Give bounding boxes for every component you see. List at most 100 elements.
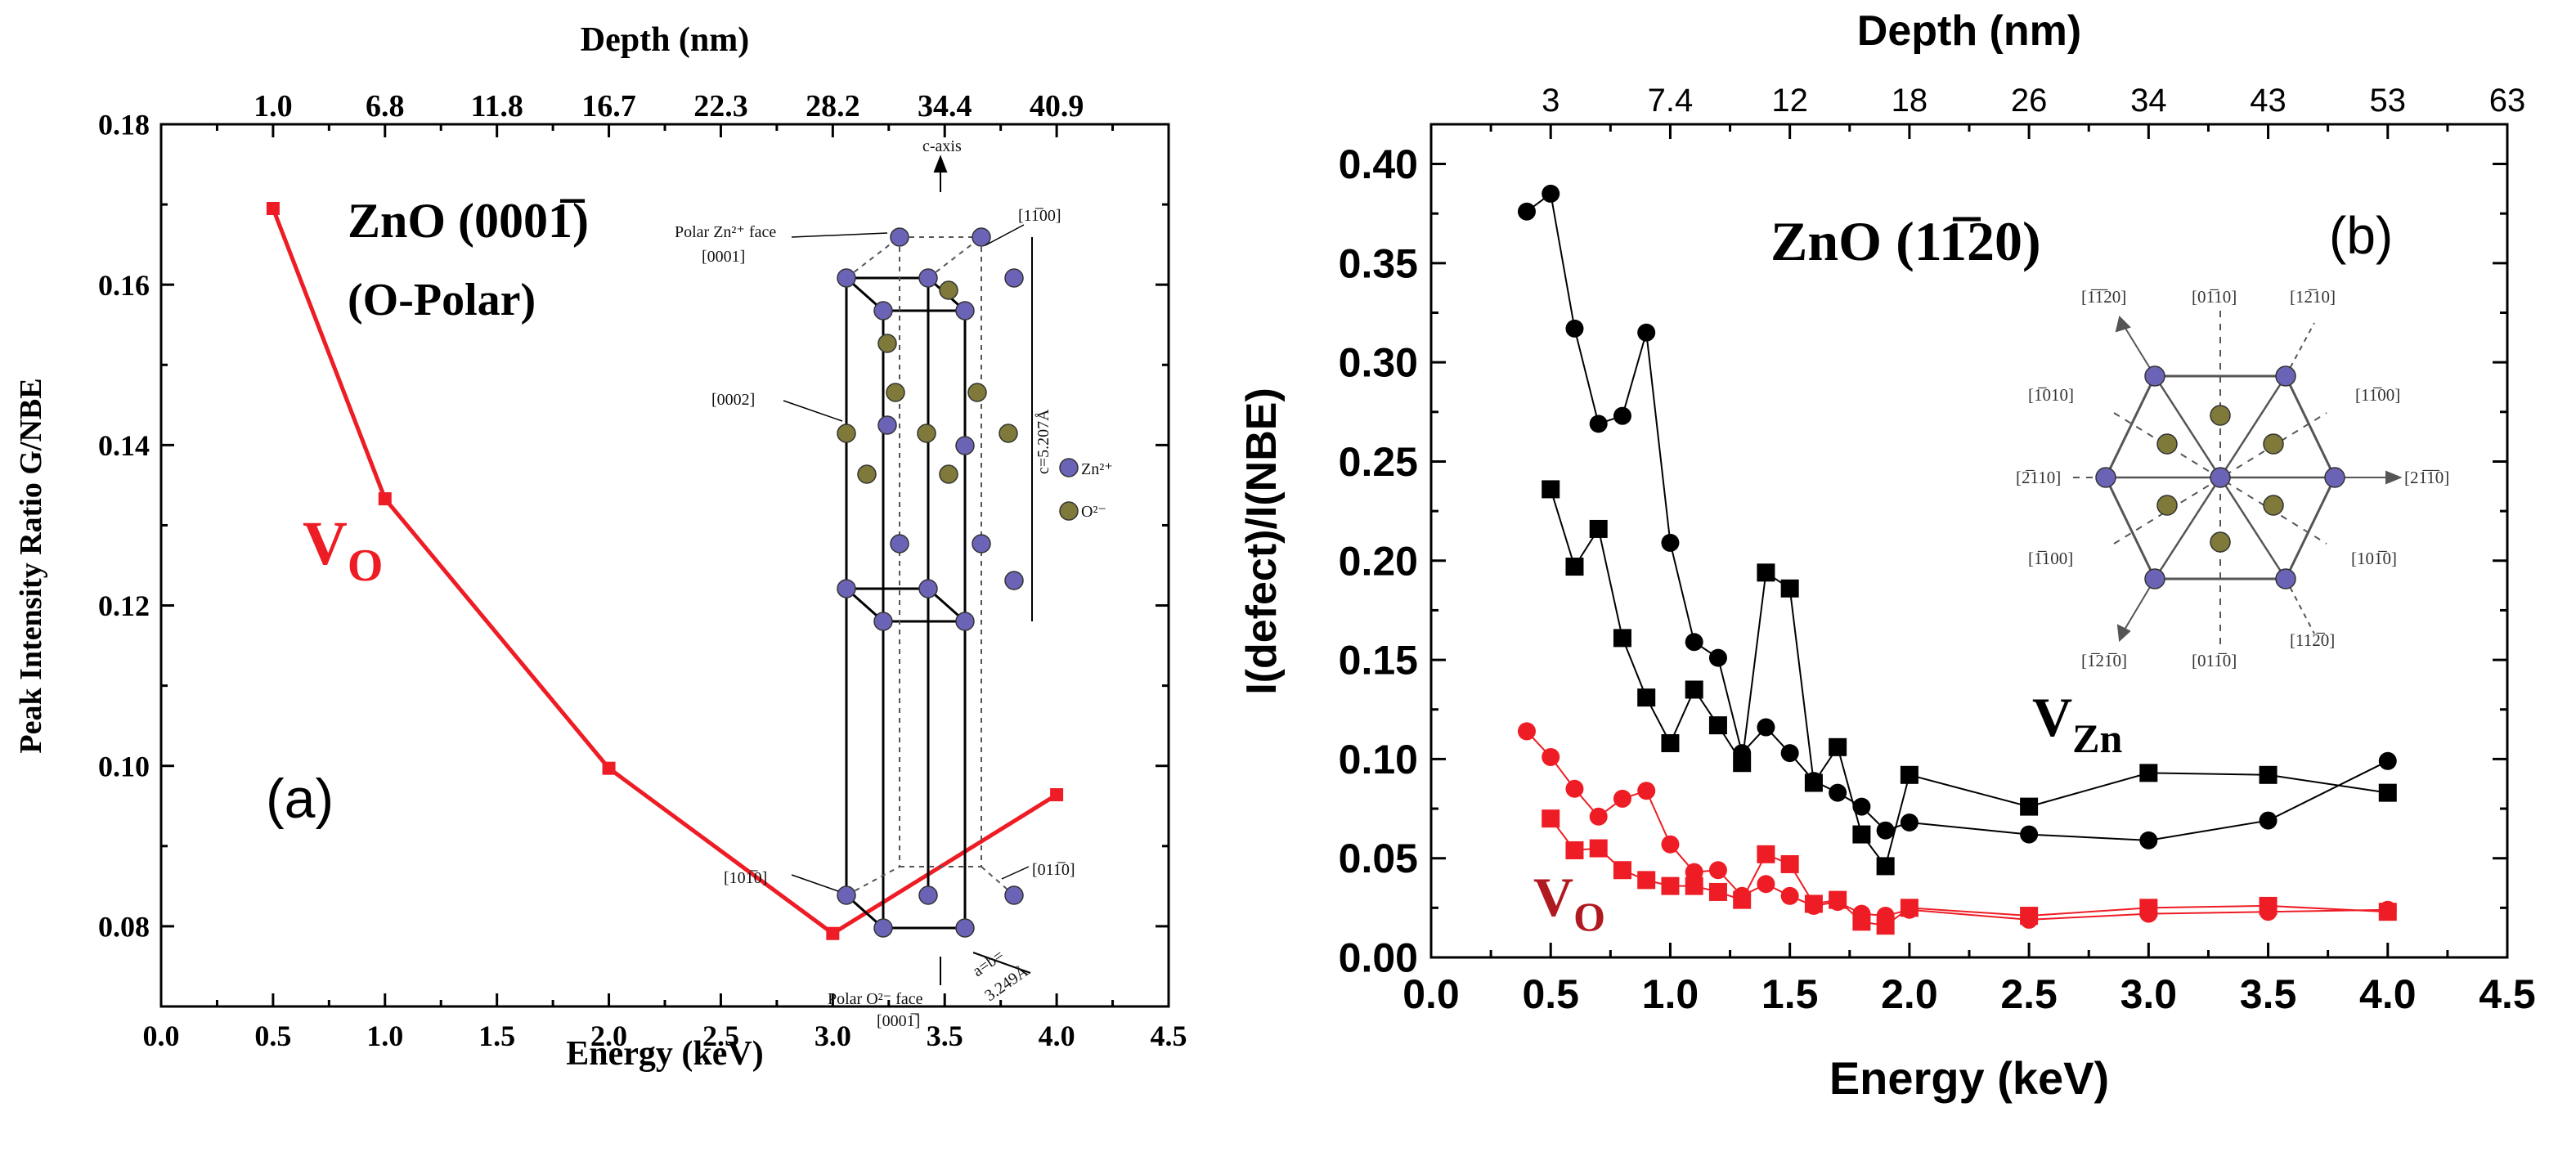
y-tick-label: 0.40 <box>1339 141 1418 187</box>
inset-b-10m10: [101̅0] <box>2351 549 2397 568</box>
data-point <box>1589 415 1608 433</box>
data-point <box>1852 825 1871 844</box>
data-point <box>1661 835 1680 854</box>
sample-label-a: ZnO (0001̅) <box>348 194 589 248</box>
top-depth-tick-label: 11.8 <box>470 89 523 123</box>
data-point <box>1708 648 1727 667</box>
x-tick-label: 1.5 <box>1761 971 1819 1017</box>
top-depth-tick-label: 22.3 <box>693 89 748 123</box>
data-point <box>602 761 616 775</box>
x-tick-label: 3.0 <box>815 1020 851 1052</box>
inset-b-1m100: [11̅00] <box>2355 385 2400 405</box>
data-point <box>2259 811 2278 830</box>
polarity-label-a: (O-Polar) <box>348 275 536 325</box>
x-tick-label: 4.0 <box>1039 1020 1075 1052</box>
y-tick-label: 0.25 <box>1339 439 1418 485</box>
data-point <box>1876 917 1895 935</box>
data-point <box>1613 629 1631 648</box>
data-point <box>1757 875 1775 894</box>
inset-a-c-axis: c-axis <box>922 137 962 155</box>
data-point <box>1757 718 1775 737</box>
top-axis-title-b: Depth (nm) <box>1857 7 2081 55</box>
x-tick-label: 4.0 <box>2359 971 2417 1017</box>
data-point <box>1661 733 1680 752</box>
inset-a-0002: [0002] <box>711 391 755 409</box>
data-point <box>1876 821 1895 840</box>
data-point <box>1589 807 1608 826</box>
data-point <box>2139 764 2158 782</box>
top-depth-tick-label: 34 <box>2130 83 2167 119</box>
vo-label-a: VO <box>303 509 383 591</box>
top-depth-tick-label: 26 <box>2011 83 2048 119</box>
data-point <box>1780 579 1799 598</box>
y-tick-label: 0.15 <box>1339 638 1418 684</box>
series-line <box>1550 489 2388 868</box>
data-point <box>1708 716 1727 735</box>
data-point <box>2020 797 2039 816</box>
inset-a-zn-legend: Zn²⁺ <box>1081 460 1113 478</box>
data-point <box>1613 861 1631 880</box>
x-tick-label: 0.5 <box>1522 971 1579 1017</box>
tick-labels-a: 0.0 0.5 1.0 1.5 2.0 2.5 3.0 3.5 4.0 4.5 0.08 0.10 0.… <box>98 89 1187 1052</box>
data-point <box>1685 680 1703 699</box>
panel-label-a: (a) <box>266 768 334 830</box>
y-tick-label: 0.16 <box>98 269 150 302</box>
series-markers-b <box>1517 184 2397 935</box>
inset-a-polar-zn: Polar Zn²⁺ face <box>675 223 776 241</box>
data-point <box>1757 563 1775 582</box>
data-point <box>1804 773 1823 792</box>
data-point <box>1565 319 1584 338</box>
inset-b-0m110: [01̅10] <box>2192 287 2237 307</box>
data-point <box>1829 890 1847 909</box>
data-point <box>826 926 840 940</box>
inset-a-000m1: [0001̅] <box>877 1012 920 1030</box>
data-point <box>1780 886 1799 905</box>
data-point <box>1829 737 1847 756</box>
data-point <box>266 201 280 215</box>
y-axis-title-b: I(defect)/I(NBE) <box>1238 388 1286 695</box>
vo-label-b: VO <box>1533 866 1605 939</box>
top-depth-tick-label: 53 <box>2370 83 2407 119</box>
data-point <box>1565 558 1584 576</box>
x-tick-label: 4.5 <box>2479 971 2536 1017</box>
x-tick-label: 1.0 <box>1642 971 1699 1017</box>
inset-b-m1010: [1̅010] <box>2028 385 2074 405</box>
data-point <box>1852 912 1871 931</box>
y-tick-label: 0.08 <box>98 911 150 944</box>
y-tick-label: 0.05 <box>1339 836 1418 881</box>
y-tick-label: 0.30 <box>1339 340 1418 386</box>
inset-b-01m10: [011̅0] <box>2192 651 2237 670</box>
panel-b: 0.0 0.5 1.0 1.5 2.0 2.5 3.0 3.5 4.0 4.5 0.00 0.05 0.… <box>1238 7 2536 1104</box>
data-point <box>1637 871 1656 890</box>
data-point <box>1708 861 1727 880</box>
top-depth-tick-label: 63 <box>2489 83 2526 119</box>
series-line <box>1526 192 2389 841</box>
data-point <box>1733 890 1752 909</box>
y-tick-label: 0.10 <box>98 750 150 782</box>
inset-b-m1100: [1̅100] <box>2028 549 2073 568</box>
y-axis-title-a: Peak Intensity Ratio G/NBE <box>14 378 48 753</box>
y-tick-label: 0.12 <box>98 589 150 622</box>
inset-b-11m20: [112̅0] <box>2290 630 2335 650</box>
axis-ticks-b <box>1429 124 2509 959</box>
data-point <box>1900 814 1919 832</box>
data-point <box>2259 765 2278 784</box>
data-point <box>2139 899 2158 917</box>
axis-ticks-a <box>159 123 1170 1006</box>
top-depth-tick-label: 16.7 <box>581 89 636 123</box>
data-point <box>1589 519 1608 538</box>
inset-b-1m120: [1̅1̅20] <box>2081 287 2126 307</box>
x-tick-label: 1.0 <box>366 1020 403 1052</box>
data-point <box>1661 876 1680 895</box>
data-point <box>1733 754 1752 773</box>
inset-a-c-value: c=5.207Å <box>1034 409 1052 474</box>
x-tick-label: 4.5 <box>1151 1020 1187 1052</box>
data-point <box>378 492 392 506</box>
top-axis-title-a: Depth (nm) <box>581 21 750 59</box>
data-point <box>1900 899 1919 917</box>
x-tick-label: 0.0 <box>1402 971 1460 1017</box>
series-line <box>1526 730 2388 921</box>
x-tick-label: 2.0 <box>590 1020 627 1052</box>
x-tick-label: 2.5 <box>702 1020 739 1052</box>
data-point <box>1637 323 1656 342</box>
